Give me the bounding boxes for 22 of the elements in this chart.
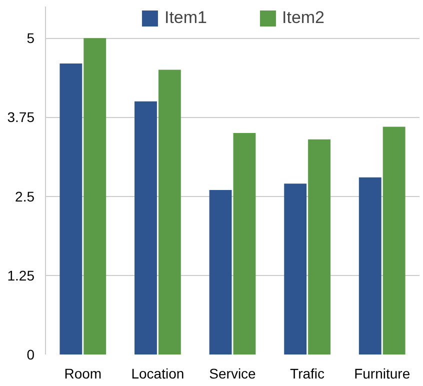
legend-label: Item1 — [164, 8, 207, 28]
x-tick-label: Trafic — [290, 366, 325, 382]
legend-label: Item2 — [282, 8, 325, 28]
bar — [308, 139, 330, 354]
bar — [209, 190, 232, 354]
y-tick-label: 5 — [26, 30, 35, 46]
bar — [284, 184, 307, 354]
y-tick-label: 3.75 — [7, 109, 35, 126]
y-tick-label: 0 — [26, 346, 35, 362]
y-tick-label: 2.5 — [15, 188, 35, 204]
bar — [233, 133, 256, 354]
bar — [134, 101, 157, 354]
x-tick-label: Furniture — [354, 366, 410, 382]
bar — [84, 38, 106, 354]
x-tick-label: Service — [209, 366, 256, 382]
y-tick-label: 1.25 — [7, 267, 35, 284]
bar — [358, 177, 382, 354]
bar — [60, 63, 82, 354]
bar — [382, 126, 406, 354]
bar — [158, 70, 181, 354]
x-tick-label: Room — [64, 366, 102, 382]
x-tick-label: Location — [131, 366, 184, 382]
